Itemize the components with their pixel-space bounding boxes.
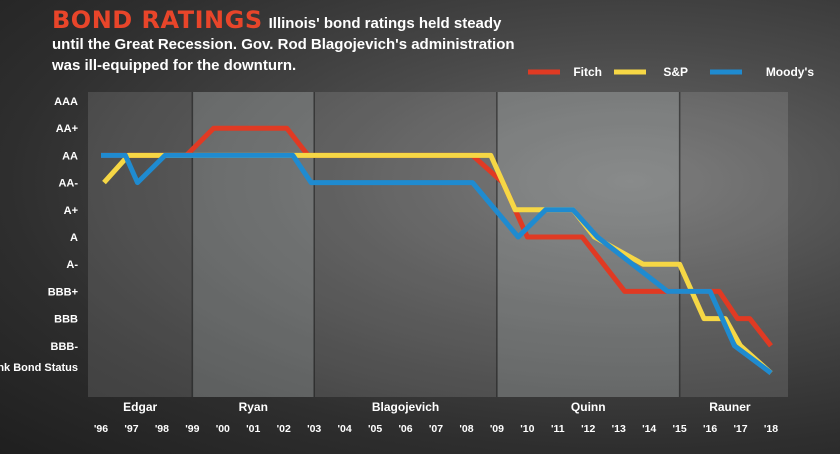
governor-band [192, 92, 315, 397]
y-tick-label: BBB- [51, 341, 79, 353]
chart-header: BOND RATINGS Illinois' bond ratings held … [52, 8, 522, 76]
y-tick-label: AA+ [56, 123, 78, 135]
y-tick-label: AA [62, 150, 78, 162]
series-line [101, 152, 773, 376]
governor-label: Ryan [239, 400, 268, 414]
y-tick-label: BBB+ [48, 286, 78, 298]
x-tick-label: '03 [307, 423, 321, 435]
x-tick-label: '97 [124, 423, 138, 435]
governor-band [680, 92, 781, 397]
x-tick-label: '02 [277, 423, 291, 435]
x-tick-label: '05 [368, 423, 382, 435]
x-tick-label: '17 [733, 423, 747, 435]
x-tick-label: '07 [429, 423, 443, 435]
x-tick-label: '99 [185, 423, 199, 435]
y-tick-label: BBB [54, 314, 78, 326]
plot-background [88, 92, 788, 397]
x-tick-label: '04 [338, 423, 352, 435]
governor-label: Quinn [571, 400, 606, 414]
x-tick-label: '98 [155, 423, 169, 435]
x-tick-label: '16 [703, 423, 717, 435]
y-tick-label: A+ [64, 205, 78, 217]
x-tick-label: '14 [642, 423, 656, 435]
y-tick-label: AAA [54, 96, 78, 108]
series-line [101, 125, 773, 348]
y-tick-label: A [70, 232, 78, 244]
chart-subtitle: Illinois' bond ratings held steady until… [52, 15, 515, 74]
y-tick-label: Junk Bond Status [0, 362, 78, 374]
governor-label: Edgar [123, 400, 157, 414]
x-tick-label: '10 [520, 423, 534, 435]
x-tick-label: '00 [216, 423, 230, 435]
y-tick-label: A- [66, 259, 78, 271]
legend-label: Fitch [573, 65, 602, 79]
legend-label: S&P [663, 65, 688, 79]
chart-title: BOND RATINGS [52, 6, 263, 34]
governor-label: Blagojevich [372, 400, 439, 414]
x-tick-label: '12 [581, 423, 595, 435]
x-tick-label: '08 [459, 423, 473, 435]
x-tick-label: '13 [612, 423, 626, 435]
x-tick-label: '18 [764, 423, 778, 435]
x-tick-label: '15 [673, 423, 687, 435]
x-tick-label: '06 [398, 423, 412, 435]
x-tick-label: '11 [551, 423, 565, 435]
y-tick-label: AA- [58, 178, 78, 190]
legend-label: Moody's [766, 65, 815, 79]
x-tick-label: '96 [94, 423, 108, 435]
governor-band [314, 92, 497, 397]
x-tick-label: '09 [490, 423, 504, 435]
x-tick-label: '01 [246, 423, 260, 435]
governor-band [88, 92, 192, 397]
governor-label: Rauner [709, 400, 751, 414]
